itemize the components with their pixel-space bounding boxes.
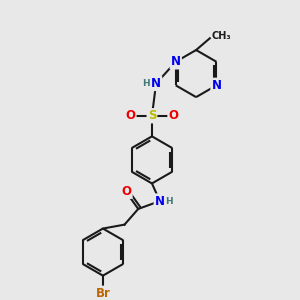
Text: H: H — [142, 79, 150, 88]
Text: N: N — [171, 55, 181, 68]
Text: H: H — [165, 196, 172, 206]
Text: O: O — [169, 109, 178, 122]
Text: N: N — [212, 79, 221, 92]
Text: CH₃: CH₃ — [212, 31, 231, 41]
Text: O: O — [125, 109, 135, 122]
Text: N: N — [155, 195, 165, 208]
Text: N: N — [151, 77, 161, 90]
Text: Br: Br — [95, 287, 110, 300]
Text: O: O — [122, 185, 131, 198]
Text: S: S — [148, 109, 156, 122]
